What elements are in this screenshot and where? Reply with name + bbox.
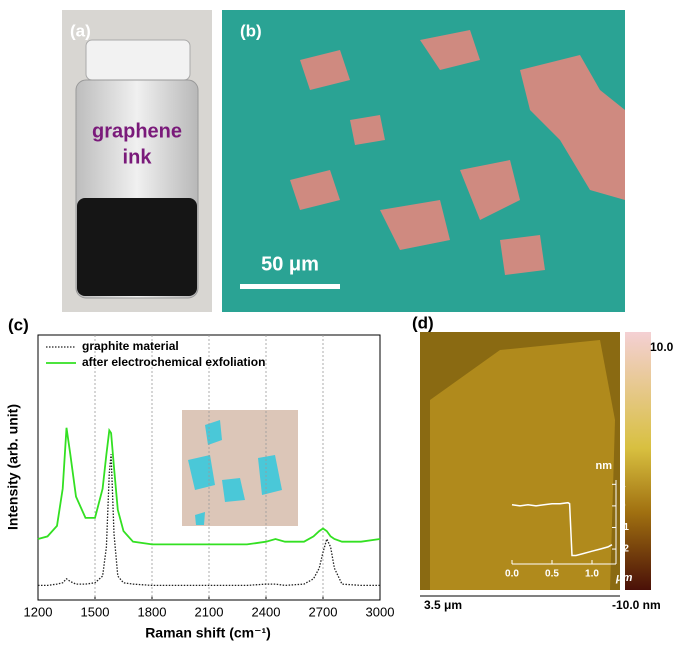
annotation: ink: [123, 146, 153, 168]
panel-label: (d): [412, 313, 434, 332]
scale-bar-label: 3.5 μm: [424, 598, 462, 612]
y-tick-label: 1: [620, 479, 626, 490]
x-axis-label: Raman shift (cm⁻¹): [145, 625, 271, 641]
scale-bar: [240, 284, 340, 289]
x-tick-label: 1800: [138, 604, 167, 619]
y-tick-label: -1: [620, 522, 629, 533]
x-axis-label: μm: [615, 572, 633, 584]
x-tick-label: 0.0: [505, 569, 519, 580]
x-tick-label: 1.0: [585, 569, 599, 580]
figure: (a) graphene ink (b) 50 μm (c) Raman shi…: [0, 0, 676, 657]
x-tick-label: 2700: [309, 604, 338, 619]
ink: [77, 198, 197, 296]
x-tick-label: 2400: [252, 604, 281, 619]
y-axis-label: Intensity (arb. unit): [5, 404, 21, 530]
y-axis-label: nm: [596, 460, 613, 472]
colorbar-max: 10.0 nm: [650, 340, 676, 354]
vial-cap: [86, 40, 190, 80]
colorbar-min: -10.0 nm: [612, 598, 661, 612]
scale-bar-label: 50 μm: [261, 253, 319, 275]
x-tick-label: 3000: [366, 604, 395, 619]
x-tick-label: 1500: [81, 604, 110, 619]
y-tick-label: 0: [620, 501, 626, 512]
panel-label: (a): [70, 21, 91, 40]
annotation: graphene: [92, 120, 182, 142]
panel-label: (c): [8, 315, 29, 334]
legend-label: graphite material: [82, 339, 179, 353]
panel-a: (a) graphene ink: [62, 10, 212, 312]
page: { "panels": { "a": {"label": "(a)", "ann…: [0, 0, 676, 662]
y-tick-label: -2: [620, 544, 629, 555]
panel-label: (b): [240, 21, 262, 40]
legend-label: after electrochemical exfoliation: [82, 355, 265, 369]
panel-d: (d) 10.0 nm -10.0 nm 3.5 μm: [412, 313, 676, 612]
x-tick-label: 2100: [195, 604, 224, 619]
x-tick-label: 1200: [24, 604, 53, 619]
panel-b: (b) 50 μm: [222, 10, 625, 312]
x-tick-label: 0.5: [545, 569, 559, 580]
